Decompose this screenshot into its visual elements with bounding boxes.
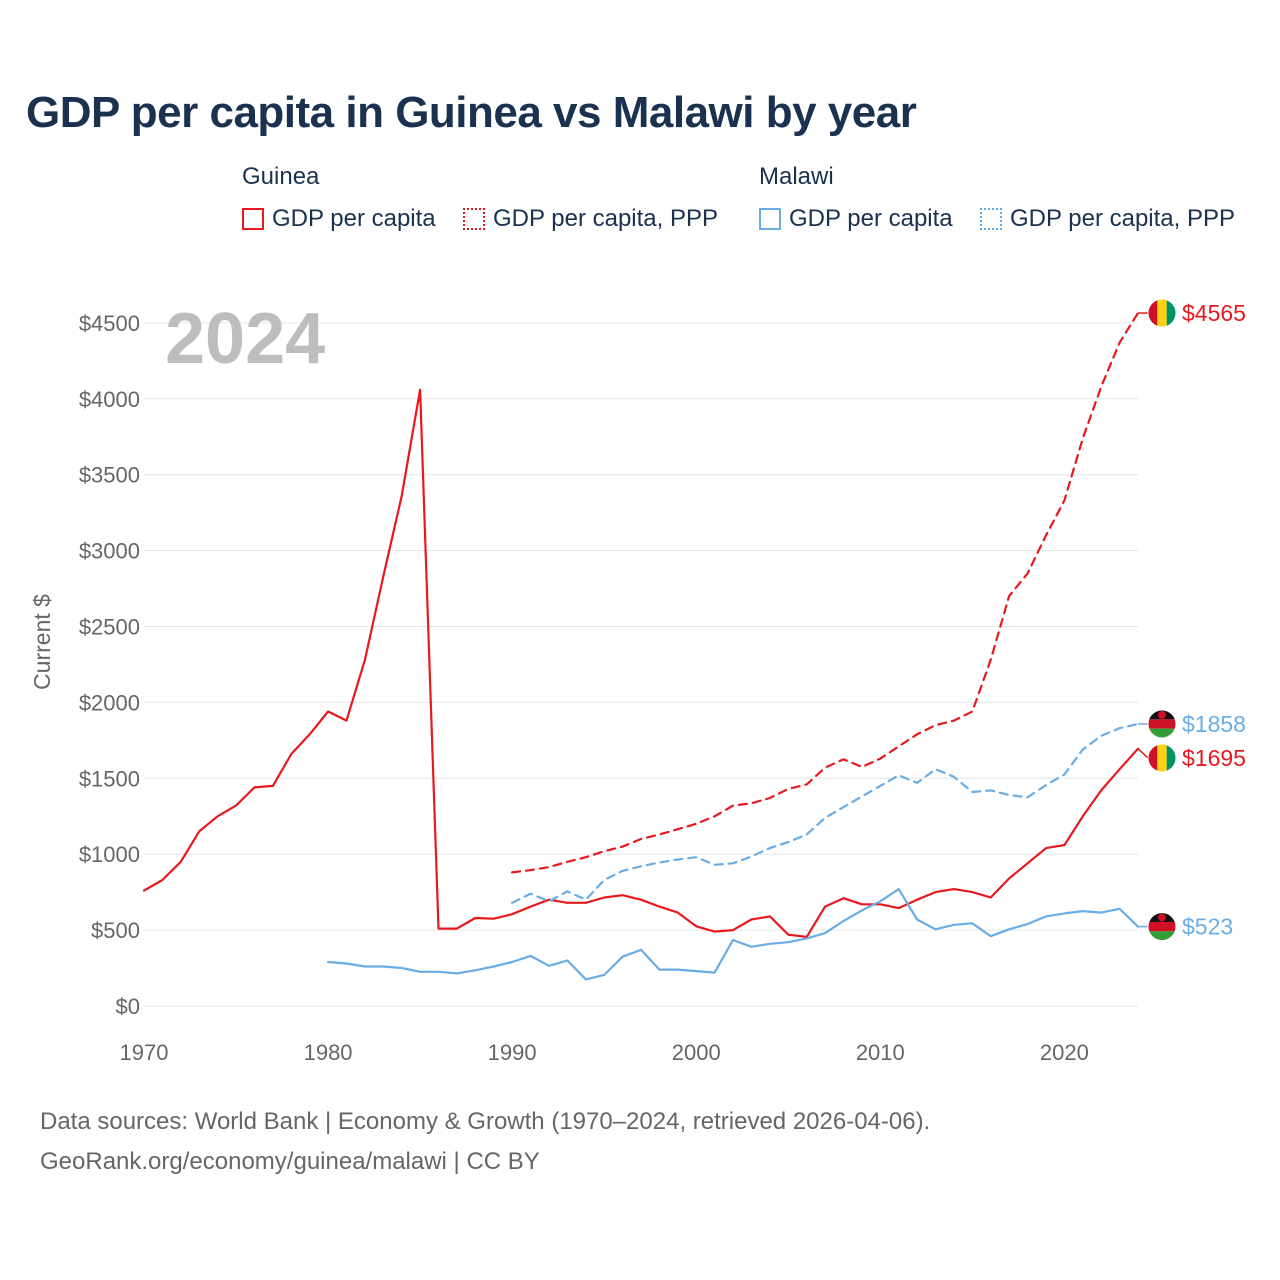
legend-guinea-title: Guinea [242,163,320,190]
source-line-1: Data sources: World Bank | Economy & Gro… [40,1108,931,1135]
guinea-flag-icon [1147,743,1177,773]
x-tick-label: 1990 [488,1040,537,1065]
legend-guinea-ppp[interactable]: GDP per capita, PPP [463,204,718,234]
y-tick-label: $1500 [79,766,140,791]
y-tick-label: $500 [91,918,140,943]
series-line-2 [327,887,1140,981]
legend-malawi-gdp[interactable]: GDP per capita [759,204,953,234]
legend-label: GDP per capita, PPP [1010,205,1235,232]
x-tick-label: 1980 [304,1040,353,1065]
y-tick-label: $2000 [79,690,140,715]
y-tick-label: $3000 [79,539,140,564]
end-value-label: $4565 [1182,300,1246,326]
legend-malawi-ppp[interactable]: GDP per capita, PPP [980,204,1235,234]
y-tick-label: $3500 [79,463,140,488]
y-tick-label: $2500 [79,615,140,640]
legend-swatch-dotted-red [463,208,485,230]
legend-swatch-solid-red [242,208,264,230]
chart-title: GDP per capita in Guinea vs Malawi by ye… [26,88,917,137]
x-tick-label: 2000 [672,1040,721,1065]
x-tick-label: 2020 [1040,1040,1089,1065]
legend-swatch-solid-blue [759,208,781,230]
grid-layer [144,322,1138,1007]
y-axis-title: Current $ [29,594,55,690]
y-tick-label: $4000 [79,387,140,412]
legend-label: GDP per capita [272,205,436,232]
end-value-label: $1695 [1182,745,1246,771]
series-line-3 [510,722,1140,904]
y-tick-label: $1000 [79,842,140,867]
x-tick-label: 1970 [120,1040,169,1065]
legend-label: GDP per capita, PPP [493,205,718,232]
x-axis: 1970 1980 1990 2000 2010 2020 [120,1040,1089,1065]
year-watermark: 2024 [165,299,325,379]
end-labels: $1695 $4565 $523 $1858 [1137,298,1246,942]
malawi-flag-icon [1147,912,1177,942]
end-value-label: $523 [1182,914,1233,940]
malawi-flag-icon [1147,709,1177,739]
legend-label: GDP per capita [789,205,953,232]
y-tick-label: $0 [116,994,140,1019]
y-tick-label: $4500 [79,311,140,336]
end-connector [1137,748,1149,759]
series-line-1 [510,311,1140,874]
y-axis: $0 $500 $1000 $1500 $2000 $2500 $3000 $3500 $400… [79,311,140,1019]
legend-swatch-dotted-blue [980,208,1002,230]
end-value-label: $1858 [1182,711,1246,737]
series-layer [142,311,1140,981]
legend-guinea-gdp[interactable]: GDP per capita [242,204,436,234]
guinea-flag-icon [1147,298,1177,328]
legend-malawi-title: Malawi [759,163,834,190]
series-line-0 [142,388,1140,939]
source-line-2[interactable]: GeoRank.org/economy/guinea/malawi | CC B… [40,1148,540,1175]
x-tick-label: 2010 [856,1040,905,1065]
